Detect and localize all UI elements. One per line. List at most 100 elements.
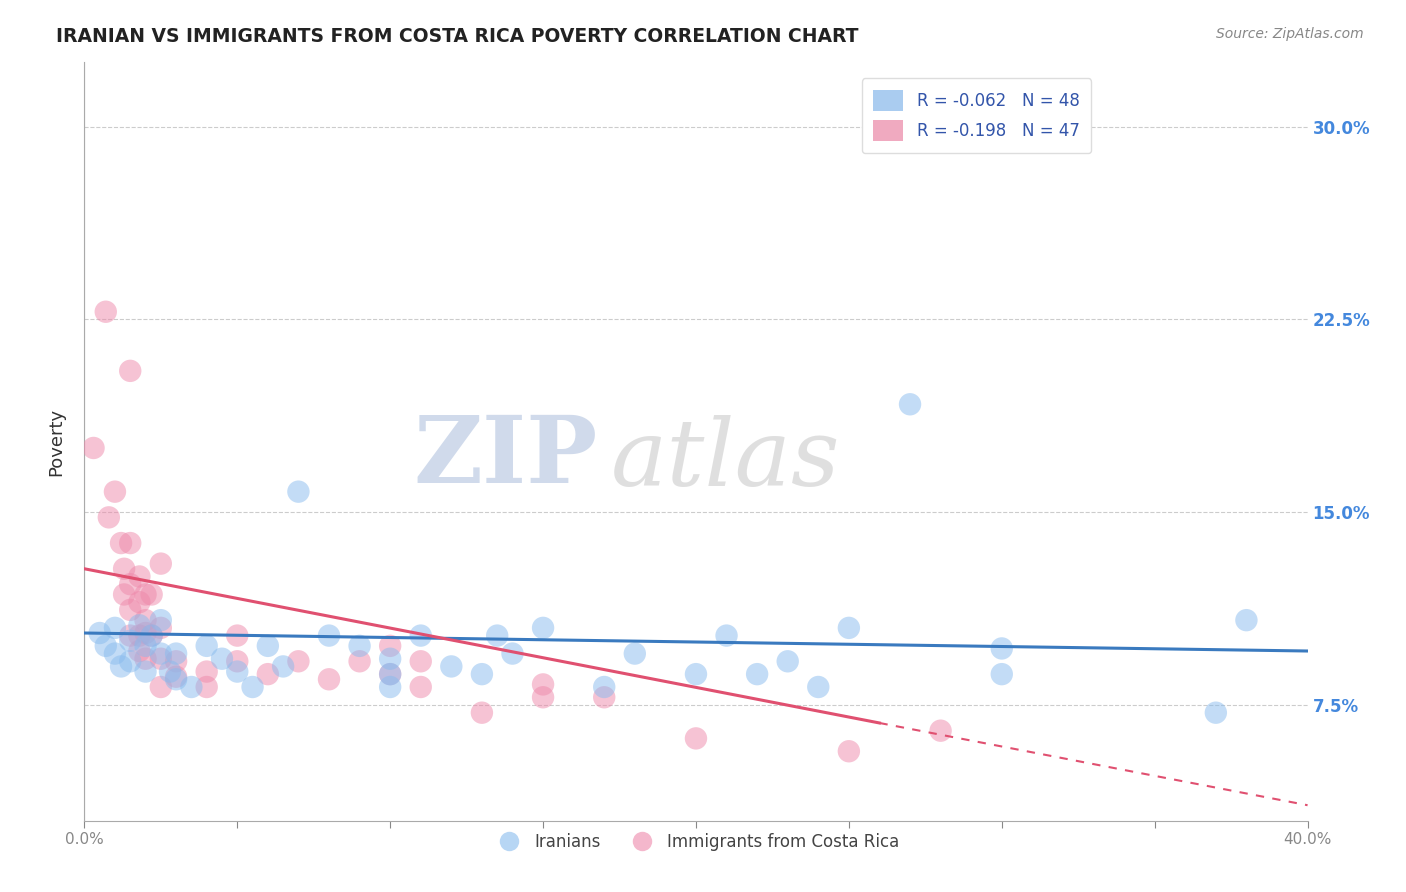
- Point: [226, 665, 249, 679]
- Point: [409, 680, 432, 694]
- Point: [349, 654, 371, 668]
- Point: [624, 647, 647, 661]
- Point: [159, 665, 181, 679]
- Point: [149, 647, 172, 661]
- Point: [83, 441, 105, 455]
- Point: [838, 621, 860, 635]
- Point: [120, 654, 142, 668]
- Point: [120, 364, 142, 378]
- Point: [226, 629, 249, 643]
- Point: [349, 639, 371, 653]
- Point: [104, 621, 127, 635]
- Point: [380, 667, 402, 681]
- Point: [409, 629, 432, 643]
- Point: [531, 621, 554, 635]
- Point: [257, 639, 280, 653]
- Point: [898, 397, 921, 411]
- Point: [486, 629, 509, 643]
- Point: [838, 744, 860, 758]
- Text: ZIP: ZIP: [413, 412, 598, 501]
- Point: [135, 639, 157, 653]
- Point: [716, 629, 738, 643]
- Point: [120, 603, 142, 617]
- Point: [149, 613, 172, 627]
- Point: [149, 680, 172, 694]
- Point: [991, 667, 1014, 681]
- Point: [531, 690, 554, 705]
- Point: [242, 680, 264, 694]
- Point: [165, 654, 187, 668]
- Point: [593, 690, 616, 705]
- Point: [149, 557, 172, 571]
- Point: [271, 659, 294, 673]
- Point: [112, 562, 135, 576]
- Point: [318, 629, 340, 643]
- Point: [120, 633, 142, 648]
- Point: [120, 629, 142, 643]
- Point: [1236, 613, 1258, 627]
- Point: [380, 667, 402, 681]
- Point: [287, 484, 309, 499]
- Point: [94, 639, 117, 653]
- Point: [380, 651, 402, 665]
- Point: [89, 626, 111, 640]
- Point: [104, 647, 127, 661]
- Point: [1205, 706, 1227, 720]
- Point: [120, 536, 142, 550]
- Point: [128, 618, 150, 632]
- Text: IRANIAN VS IMMIGRANTS FROM COSTA RICA POVERTY CORRELATION CHART: IRANIAN VS IMMIGRANTS FROM COSTA RICA PO…: [56, 27, 859, 45]
- Point: [380, 639, 402, 653]
- Point: [531, 677, 554, 691]
- Point: [110, 659, 132, 673]
- Point: [440, 659, 463, 673]
- Point: [471, 706, 494, 720]
- Point: [149, 621, 172, 635]
- Point: [165, 647, 187, 661]
- Point: [110, 536, 132, 550]
- Point: [135, 587, 157, 601]
- Point: [807, 680, 830, 694]
- Text: atlas: atlas: [610, 416, 839, 506]
- Point: [991, 641, 1014, 656]
- Point: [104, 484, 127, 499]
- Point: [97, 510, 120, 524]
- Point: [141, 629, 163, 643]
- Point: [135, 626, 157, 640]
- Point: [141, 587, 163, 601]
- Point: [128, 629, 150, 643]
- Y-axis label: Poverty: Poverty: [48, 408, 66, 475]
- Point: [685, 667, 707, 681]
- Point: [165, 673, 187, 687]
- Point: [195, 639, 218, 653]
- Point: [380, 680, 402, 694]
- Point: [94, 304, 117, 318]
- Point: [502, 647, 524, 661]
- Point: [929, 723, 952, 738]
- Point: [128, 595, 150, 609]
- Point: [141, 629, 163, 643]
- Point: [195, 680, 218, 694]
- Point: [165, 670, 187, 684]
- Point: [135, 613, 157, 627]
- Point: [409, 654, 432, 668]
- Point: [112, 587, 135, 601]
- Point: [685, 731, 707, 746]
- Point: [776, 654, 799, 668]
- Point: [211, 651, 233, 665]
- Text: Source: ZipAtlas.com: Source: ZipAtlas.com: [1216, 27, 1364, 41]
- Point: [318, 673, 340, 687]
- Point: [135, 665, 157, 679]
- Point: [135, 651, 157, 665]
- Point: [149, 651, 172, 665]
- Point: [287, 654, 309, 668]
- Point: [195, 665, 218, 679]
- Point: [257, 667, 280, 681]
- Point: [226, 654, 249, 668]
- Legend: Iranians, Immigrants from Costa Rica: Iranians, Immigrants from Costa Rica: [486, 827, 905, 858]
- Point: [747, 667, 769, 681]
- Point: [593, 680, 616, 694]
- Point: [128, 644, 150, 658]
- Point: [471, 667, 494, 681]
- Point: [180, 680, 202, 694]
- Point: [128, 569, 150, 583]
